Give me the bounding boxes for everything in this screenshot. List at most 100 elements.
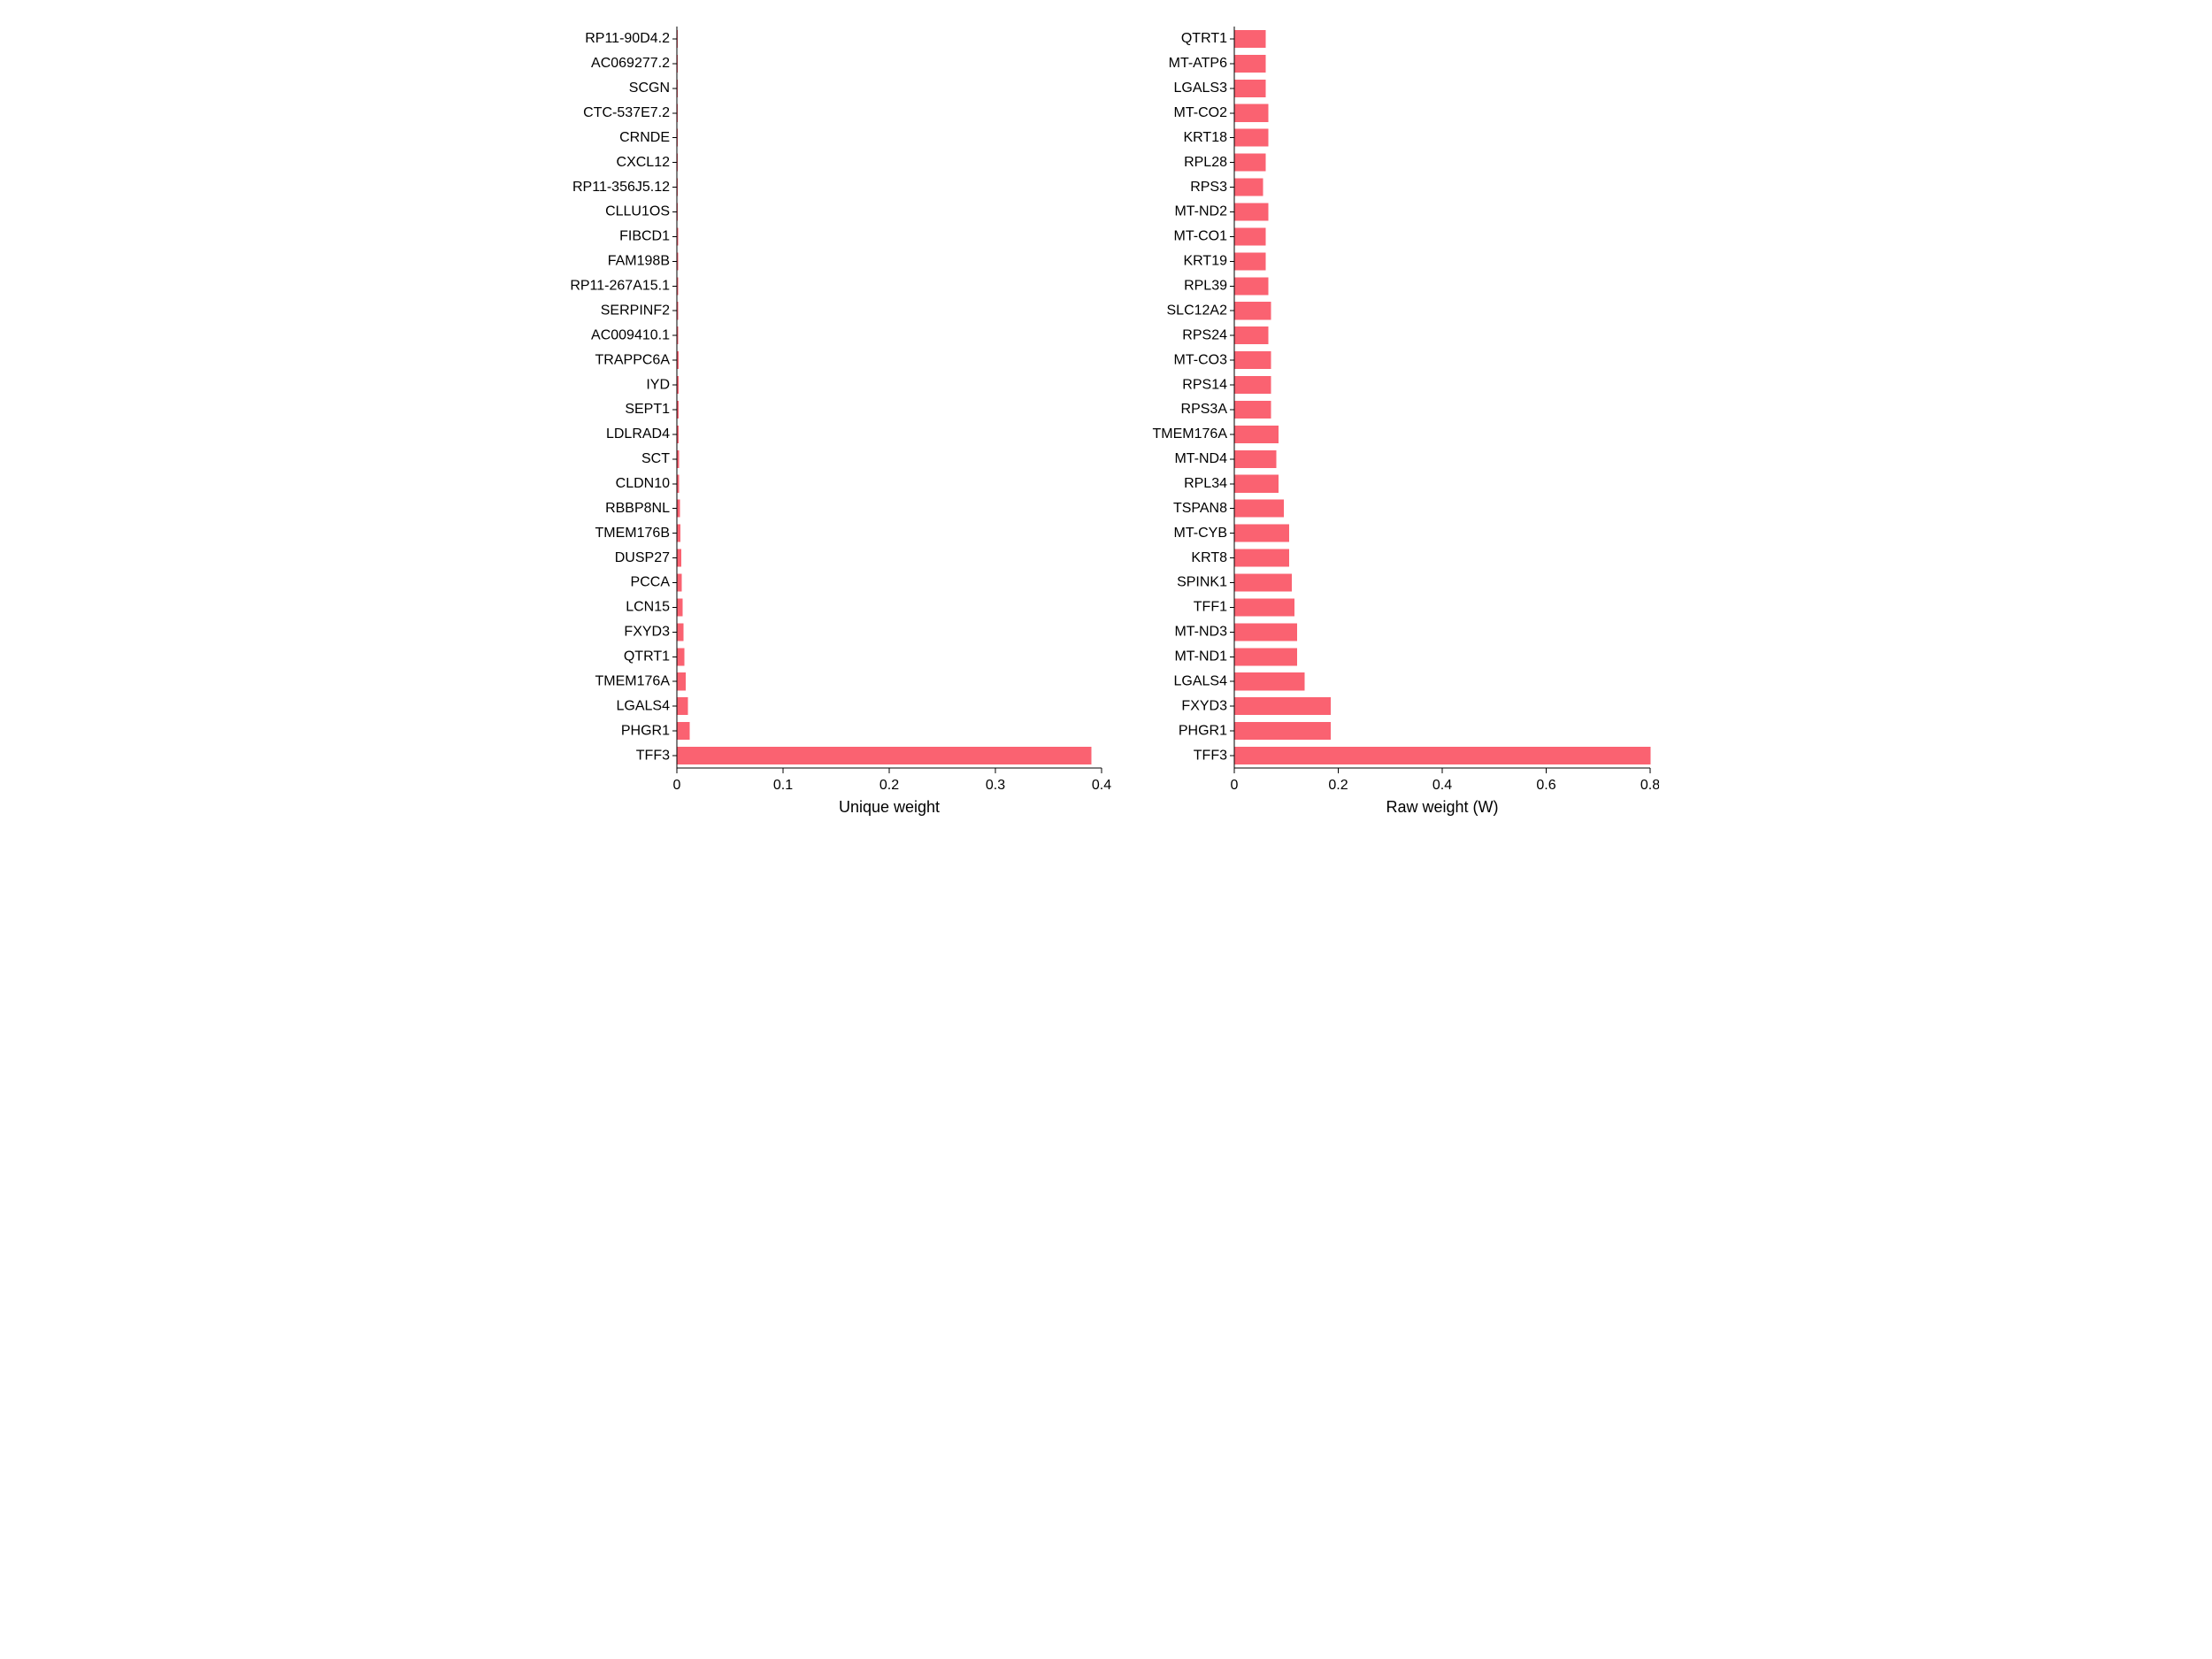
y-axis-label: MT-ND2	[1174, 204, 1227, 219]
y-axis-label: MT-CO2	[1174, 105, 1228, 120]
bar	[1234, 302, 1271, 319]
y-axis-label: CRNDE	[619, 130, 670, 145]
y-axis-label: KRT8	[1191, 550, 1227, 565]
y-axis-label: SEPT1	[625, 402, 670, 417]
x-tick-label: 0	[1231, 778, 1239, 793]
x-axis-title: Unique weight	[839, 798, 940, 816]
y-axis-label: TRAPPC6A	[595, 352, 671, 367]
y-axis-label: QTRT1	[1181, 31, 1227, 46]
x-tick-label: 0.4	[1092, 778, 1111, 793]
y-axis-label: KRT19	[1183, 254, 1227, 269]
bar	[677, 649, 684, 666]
y-axis-label: CTC-537E7.2	[583, 105, 670, 120]
y-axis-label: TFF3	[636, 748, 670, 763]
y-axis-label: TFF3	[1194, 748, 1227, 763]
x-axis-title: Raw weight (W)	[1386, 798, 1498, 816]
bar	[1234, 179, 1263, 196]
bar	[677, 747, 1091, 764]
y-axis-label: SCGN	[629, 81, 670, 96]
x-tick-label: 0.2	[1328, 778, 1348, 793]
bar	[677, 599, 682, 617]
y-axis-label: CLDN10	[616, 476, 670, 491]
y-axis-label: RP11-267A15.1	[570, 279, 670, 294]
bar	[1234, 747, 1650, 764]
y-axis-label: MT-CO1	[1174, 229, 1228, 244]
y-axis-label: FAM198B	[608, 254, 670, 269]
bar	[1234, 351, 1271, 369]
y-axis-label: PHGR1	[1179, 723, 1227, 738]
x-tick-label: 0.3	[986, 778, 1005, 793]
y-axis-label: DUSP27	[615, 550, 670, 565]
y-axis-label: PCCA	[631, 575, 671, 590]
bar	[1234, 376, 1271, 394]
x-tick-label: 0	[673, 778, 681, 793]
bar	[1234, 697, 1331, 715]
y-axis-label: RPS3	[1190, 180, 1227, 195]
bar	[1234, 624, 1297, 641]
bar	[1234, 154, 1265, 172]
y-axis-label: RPL28	[1184, 155, 1227, 170]
x-tick-label: 0.6	[1536, 778, 1555, 793]
bar	[1234, 278, 1268, 296]
y-axis-label: FXYD3	[1181, 698, 1227, 713]
y-axis-label: MT-ND4	[1174, 451, 1227, 466]
x-tick-label: 0.1	[773, 778, 793, 793]
bar	[1234, 228, 1265, 246]
bar	[1234, 549, 1289, 567]
y-axis-label: AC009410.1	[591, 327, 670, 342]
y-axis-label: CXCL12	[617, 155, 671, 170]
bar	[1234, 475, 1279, 493]
y-axis-label: TMEM176A	[1153, 426, 1228, 442]
bar	[1234, 30, 1265, 48]
bar	[1234, 574, 1292, 592]
bar	[1234, 599, 1294, 617]
bar	[677, 549, 681, 567]
y-axis-label: PHGR1	[621, 723, 670, 738]
bar	[677, 624, 683, 641]
bar	[1234, 129, 1268, 147]
y-axis-label: SCT	[641, 451, 670, 466]
bar	[1234, 450, 1276, 468]
y-axis-label: MT-ND1	[1174, 649, 1227, 664]
bar	[1234, 204, 1268, 221]
x-tick-label: 0.2	[879, 778, 899, 793]
y-axis-label: LCN15	[626, 600, 670, 615]
bar	[1234, 525, 1289, 542]
y-axis-label: FIBCD1	[619, 229, 670, 244]
y-axis-label: IYD	[646, 377, 670, 392]
bar	[677, 525, 680, 542]
bar	[677, 697, 687, 715]
bar	[677, 574, 681, 592]
y-axis-label: TSPAN8	[1173, 501, 1227, 516]
y-axis-label: RPS14	[1182, 377, 1227, 392]
bar	[1234, 401, 1271, 419]
y-axis-label: RBBP8NL	[605, 501, 670, 516]
y-axis-label: TMEM176B	[595, 526, 670, 541]
y-axis-label: RPL39	[1184, 279, 1227, 294]
bar	[1234, 649, 1297, 666]
x-tick-label: 0.8	[1640, 778, 1659, 793]
y-axis-label: RP11-356J5.12	[572, 180, 670, 195]
y-axis-label: MT-ATP6	[1169, 56, 1227, 71]
weights-chart: RP11-90D4.2AC069277.2SCGNCTC-537E7.2CRND…	[553, 0, 1659, 830]
bar	[1234, 500, 1284, 518]
bar	[1234, 672, 1304, 690]
y-axis-label: MT-CYB	[1174, 526, 1227, 541]
y-axis-label: LGALS4	[617, 698, 671, 713]
y-axis-label: LGALS4	[1174, 673, 1228, 688]
bar	[1234, 80, 1265, 97]
bar	[677, 722, 689, 740]
y-axis-label: MT-ND3	[1174, 625, 1227, 640]
unique-weight-panel: RP11-90D4.2AC069277.2SCGNCTC-537E7.2CRND…	[570, 27, 1111, 816]
y-axis-label: CLLU1OS	[605, 204, 670, 219]
bar	[1234, 426, 1279, 443]
y-axis-label: SPINK1	[1177, 575, 1227, 590]
y-axis-label: FXYD3	[624, 625, 670, 640]
y-axis-label: MT-CO3	[1174, 352, 1228, 367]
bar	[1234, 55, 1265, 73]
y-axis-label: SERPINF2	[601, 303, 670, 318]
y-axis-label: LDLRAD4	[606, 426, 670, 442]
bar	[1234, 104, 1268, 122]
x-tick-label: 0.4	[1432, 778, 1452, 793]
y-axis-label: RP11-90D4.2	[585, 31, 670, 46]
